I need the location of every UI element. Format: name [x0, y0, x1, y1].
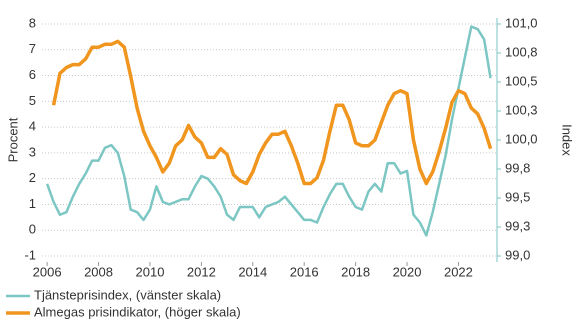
x-tick-label: 2020: [393, 264, 422, 279]
y2-axis-title: Index: [560, 124, 575, 156]
y2-tick-label: 99,3: [505, 218, 530, 233]
x-tick-label: 2022: [444, 264, 473, 279]
y-tick-label: -1: [24, 247, 36, 262]
x-tick-label: 2014: [238, 264, 267, 279]
x-tick-label: 2016: [290, 264, 319, 279]
x-tick-label: 2008: [84, 264, 113, 279]
x-tick-label: 2012: [187, 264, 216, 279]
y2-tick-label: 100,0: [505, 131, 538, 146]
y-tick-label: 6: [29, 67, 36, 82]
y2-tick-label: 101,0: [505, 15, 538, 30]
y2-tick-label: 99,0: [505, 247, 530, 262]
legend-label: Almegas prisindikator, (höger skala): [34, 304, 241, 319]
y-tick-label: 5: [29, 93, 36, 108]
y-tick-label: 7: [29, 41, 36, 56]
y2-tick-label: 99,5: [505, 189, 530, 204]
y-tick-label: 0: [29, 222, 36, 237]
x-tick-label: 2006: [33, 264, 62, 279]
legend-label: Tjänsteprisindex, (vänster skala): [34, 287, 221, 302]
y-tick-label: 4: [29, 119, 36, 134]
y-axis-title: Procent: [5, 117, 20, 162]
series-line: [45, 25, 492, 237]
y2-tick-label: 99,8: [505, 160, 530, 175]
x-tick-label: 2010: [136, 264, 165, 279]
y-tick-label: 2: [29, 170, 36, 185]
y-tick-label: 1: [29, 196, 36, 211]
y-tick-label: 3: [29, 144, 36, 159]
y2-tick-label: 100,8: [505, 44, 538, 59]
x-tick-label: 2018: [341, 264, 370, 279]
y2-tick-label: 100,5: [505, 73, 538, 88]
series-line: [51, 39, 493, 186]
y-tick-label: 8: [29, 15, 36, 30]
y2-tick-label: 100,3: [505, 102, 538, 117]
